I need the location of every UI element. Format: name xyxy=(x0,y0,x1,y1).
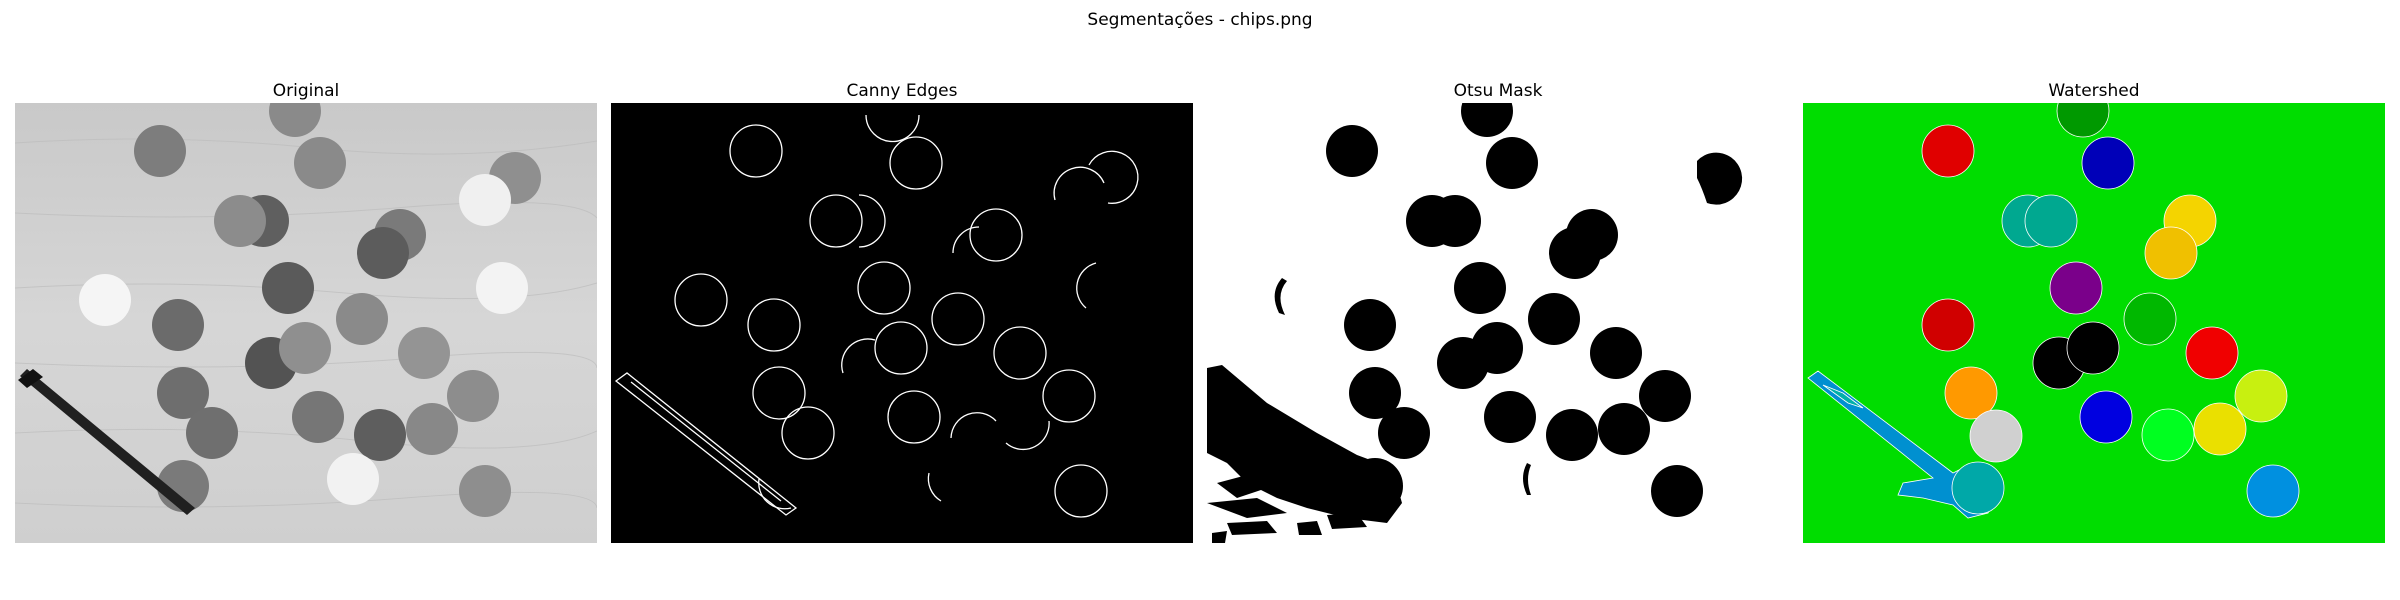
panel-title-otsu: Otsu Mask xyxy=(1453,81,1543,101)
panel-original: Original xyxy=(15,80,597,543)
watershed-image xyxy=(1803,103,2385,543)
panel-canny: Canny Edges xyxy=(611,80,1193,543)
panel-watershed: Watershed xyxy=(1803,80,2385,543)
original-image xyxy=(15,103,597,543)
panel-otsu: Otsu Mask xyxy=(1207,80,1789,543)
figure-title: Segmentações - chips.png xyxy=(1087,10,1313,30)
panel-title-original: Original xyxy=(272,81,340,101)
panel-title-canny: Canny Edges xyxy=(846,81,958,101)
panel-title-watershed: Watershed xyxy=(2048,81,2140,101)
canny-image xyxy=(611,103,1193,543)
otsu-image xyxy=(1207,103,1789,543)
